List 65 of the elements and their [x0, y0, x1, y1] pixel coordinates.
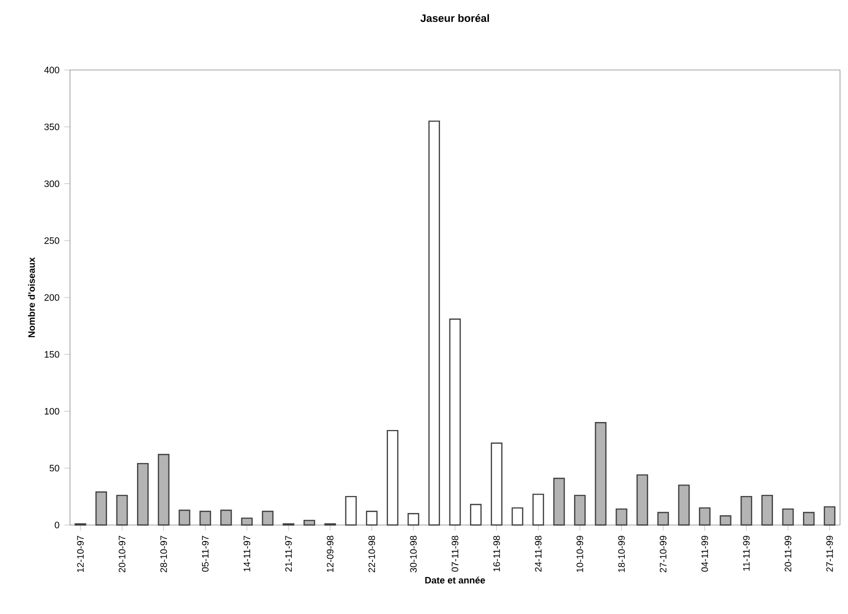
x-tick-label: 16-11-98 — [493, 536, 500, 572]
bar — [720, 515, 732, 526]
x-tick-label: 18-10-99 — [618, 536, 625, 572]
y-tick-label: 250 — [44, 237, 60, 244]
x-tick-label: 20-11-99 — [784, 536, 792, 572]
x-tick-label: 21-11-97 — [285, 536, 292, 572]
x-tick-label: 22-10-98 — [368, 536, 376, 572]
x-tick-label: 05-11-97 — [202, 536, 209, 572]
bar — [95, 491, 108, 526]
bar — [220, 510, 232, 526]
bar — [761, 494, 773, 526]
x-axis-title: Date et année — [425, 576, 486, 584]
bar — [386, 430, 398, 526]
y-tick-label: 350 — [44, 124, 60, 130]
x-tick-label: 28-10-97 — [160, 536, 167, 572]
bar — [532, 494, 544, 526]
bar — [824, 506, 836, 526]
x-tick-label: 20-10-97 — [118, 536, 126, 572]
y-tick-label: 0 — [54, 522, 60, 528]
x-tick-label: 04-11-99 — [701, 536, 708, 572]
y-tick-label: 200 — [44, 294, 60, 301]
bar — [137, 462, 149, 526]
bar — [241, 518, 253, 526]
bar — [490, 442, 502, 526]
x-tick-label: 27-11-99 — [826, 536, 833, 572]
bar — [199, 510, 212, 526]
y-tick-label: 150 — [44, 351, 60, 358]
x-tick-label: 12-09-98 — [326, 536, 334, 572]
bar — [574, 494, 586, 526]
x-tick-label: 10-10-99 — [576, 536, 584, 572]
x-tick-label: 27-10-99 — [660, 536, 666, 572]
x-tick-label: 14-11-97 — [244, 536, 250, 572]
bar — [678, 484, 690, 526]
bar — [470, 504, 482, 526]
x-tick-label: 11-11-99 — [743, 536, 750, 571]
x-tick-label: 07-11-98 — [452, 536, 458, 572]
bar — [366, 510, 378, 526]
y-tick-label: 100 — [44, 408, 60, 415]
y-tick-label: 300 — [44, 180, 60, 188]
bar — [178, 510, 190, 526]
bar — [636, 474, 648, 526]
bar — [616, 508, 628, 526]
bar — [802, 512, 815, 526]
bar — [345, 496, 357, 526]
x-tick-label: 12-10-97 — [77, 536, 84, 572]
bar — [698, 507, 711, 526]
x-tick-label: 30-10-98 — [410, 536, 417, 572]
bar — [428, 120, 440, 526]
y-axis-title: Nombre d'oiseaux — [28, 257, 35, 338]
bar — [449, 318, 461, 526]
x-tick-label: 24-11-98 — [534, 536, 542, 572]
bar — [408, 513, 420, 526]
y-tick-label: 50 — [50, 464, 60, 472]
bar — [512, 507, 524, 526]
bar — [594, 422, 606, 526]
bar — [116, 494, 128, 526]
bar — [304, 520, 316, 526]
bar — [262, 510, 274, 526]
bar — [158, 454, 170, 526]
bar — [782, 508, 794, 526]
y-tick-label: 400 — [44, 66, 60, 74]
bar — [553, 478, 565, 526]
chart-title: Jaseur boréal — [420, 14, 489, 22]
bar — [740, 496, 752, 526]
bar — [657, 512, 669, 526]
